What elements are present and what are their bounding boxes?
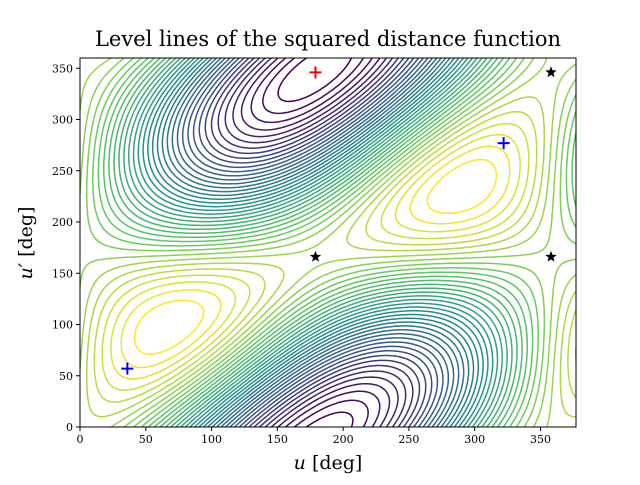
y-tick-label: 100 bbox=[52, 319, 73, 332]
y-tick-label: 150 bbox=[52, 267, 73, 280]
marker-layer bbox=[121, 66, 557, 375]
contour-level-line bbox=[171, 58, 460, 427]
contour-level-line bbox=[101, 122, 576, 391]
x-tick-label: 250 bbox=[398, 433, 419, 446]
contour-lines bbox=[80, 58, 576, 427]
contour-level-line bbox=[108, 58, 523, 427]
x-axis-variable: u bbox=[293, 452, 306, 474]
contour-level-line bbox=[80, 58, 576, 427]
contour-level-line bbox=[97, 58, 576, 427]
contour-level-line bbox=[85, 96, 576, 418]
x-axis-label: u [deg] bbox=[80, 452, 576, 474]
contour-level-line bbox=[166, 58, 465, 427]
x-tick-label: 0 bbox=[77, 433, 84, 446]
y-tick-label: 250 bbox=[52, 165, 73, 178]
contour-level-line bbox=[110, 133, 521, 380]
x-tick-label: 300 bbox=[464, 433, 485, 446]
contour-level-line bbox=[198, 58, 433, 427]
contour-level-line bbox=[277, 58, 354, 427]
contour-level-line bbox=[217, 58, 414, 427]
contour-level-line bbox=[142, 58, 489, 427]
chart-title: Level lines of the squared distance func… bbox=[94, 27, 562, 51]
y-tick-label: 0 bbox=[66, 421, 73, 434]
contour-level-line bbox=[133, 158, 498, 355]
x-tick-label: 200 bbox=[333, 433, 354, 446]
contour-level-line bbox=[120, 145, 511, 369]
star-marker bbox=[545, 66, 557, 78]
y-axis-variable: u′ bbox=[15, 262, 37, 280]
star-marker bbox=[545, 250, 557, 262]
x-axis-ticks: 0 50 100 150 200 250 300 350 bbox=[77, 427, 551, 446]
contour-level-line bbox=[204, 58, 427, 427]
y-tick-label: 200 bbox=[52, 216, 73, 229]
contour-level-line bbox=[151, 58, 480, 427]
contour-level-line bbox=[118, 58, 513, 427]
contour-level-line bbox=[156, 58, 475, 427]
contour-level-line bbox=[181, 58, 450, 427]
contour-level-line bbox=[85, 58, 576, 427]
contour-level-line bbox=[80, 58, 576, 427]
contour-level-line bbox=[176, 58, 455, 427]
x-tick-label: 150 bbox=[267, 433, 288, 446]
contour-level-line bbox=[192, 58, 439, 427]
y-axis-ticks: 0 50 100 150 200 250 300 350 bbox=[52, 62, 80, 434]
x-axis-unit: [deg] bbox=[311, 452, 363, 474]
y-tick-label: 300 bbox=[52, 114, 73, 127]
star-marker bbox=[309, 250, 322, 262]
plus-marker bbox=[309, 66, 322, 79]
contour-level-line bbox=[92, 58, 576, 427]
contour-level-line bbox=[93, 110, 576, 403]
contour-level-line bbox=[250, 58, 381, 427]
y-axis-label: u′ [deg] bbox=[15, 206, 37, 279]
x-tick-label: 50 bbox=[139, 433, 153, 446]
plot-frame bbox=[79, 57, 577, 428]
y-tick-label: 50 bbox=[59, 370, 73, 383]
contour-level-line bbox=[127, 58, 504, 427]
x-tick-label: 350 bbox=[530, 433, 551, 446]
y-axis-unit: [deg] bbox=[15, 206, 37, 257]
y-tick-label: 350 bbox=[52, 62, 73, 75]
plus-marker bbox=[497, 137, 510, 150]
contour-level-line bbox=[137, 58, 494, 427]
x-tick-label: 100 bbox=[201, 433, 222, 446]
contour-level-line bbox=[102, 58, 529, 427]
plus-marker bbox=[121, 362, 134, 375]
contour-level-line bbox=[224, 58, 407, 427]
